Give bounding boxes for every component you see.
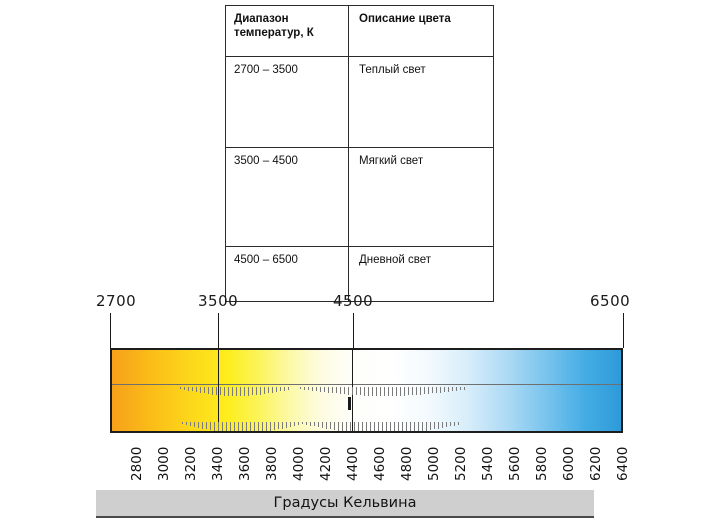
scale-bottom-label-6400: 6400: [614, 446, 631, 481]
bar-divider-3500: [218, 350, 219, 431]
scale-bottom-label-5800: 5800: [533, 446, 550, 481]
scale-bottom-label-5200: 5200: [452, 446, 469, 481]
scale-bottom-labels: 2800 3000 3200 3400 3600 3800 4000 4200 4400 4600…: [110, 437, 631, 487]
scale-bottom-label-4600: 4600: [371, 446, 388, 481]
scale-bottom-label-4000: 4000: [290, 446, 307, 481]
scale-top-label-3500: 3500: [198, 292, 239, 310]
scale-bottom-label-5400: 5400: [479, 446, 496, 481]
table-row: 4500 – 6500 Дневной свет: [225, 246, 494, 302]
kelvin-scale: 2700 3500 4500 6500 2800 3000 3200 3400 3600…: [0, 292, 724, 531]
table-header-row: Диапазон температур, К Описание цвета: [225, 5, 494, 57]
header-temperature-range: Диапазон температур, К: [225, 5, 349, 57]
scale-tick-6500: [623, 313, 624, 348]
scale-bottom-label-3400: 3400: [209, 446, 226, 481]
scale-top-label-2700: 2700: [96, 292, 137, 310]
scale-bottom-label-3800: 3800: [263, 446, 280, 481]
tick-comb-lower-right: [302, 422, 462, 431]
table-row: 2700 – 3500 Теплый свет: [225, 56, 494, 148]
bar-midline: [112, 384, 621, 386]
cell-description: Мягкий свет: [348, 147, 494, 247]
scale-bottom-label-4200: 4200: [317, 446, 334, 481]
cell-description: Дневной свет: [348, 246, 494, 302]
scale-bottom-label-4400: 4400: [344, 446, 361, 481]
table-row: 3500 – 4500 Мягкий свет: [225, 147, 494, 247]
bar-marker: [348, 396, 351, 410]
scale-footer-bar: Градусы Кельвина: [96, 490, 594, 518]
header-range-line1: Диапазон: [234, 13, 289, 25]
scale-bottom-label-5000: 5000: [425, 446, 442, 481]
cell-range: 3500 – 4500: [225, 147, 349, 247]
scale-tick-2700: [110, 313, 111, 348]
scale-tick-3500: [218, 313, 219, 348]
cell-description: Теплый свет: [348, 56, 494, 148]
tick-comb-lower: [182, 422, 302, 431]
scale-bottom-label-5600: 5600: [506, 446, 523, 481]
header-range-line2: температур, К: [234, 27, 314, 39]
scale-bottom-label-6000: 6000: [560, 446, 577, 481]
color-temperature-bar: [110, 348, 623, 433]
scale-bottom-label-4800: 4800: [398, 446, 415, 481]
scale-bottom-label-2800: 2800: [128, 446, 145, 481]
scale-bottom-label-3200: 3200: [182, 446, 199, 481]
scale-bottom-label-6200: 6200: [587, 446, 604, 481]
scale-tick-4500: [353, 313, 354, 348]
tick-comb-upper-right: [300, 387, 468, 396]
temperature-table: Диапазон температур, К Описание цвета 27…: [225, 5, 494, 302]
tick-comb-upper: [180, 387, 292, 396]
scale-top-label-4500: 4500: [333, 292, 374, 310]
scale-bottom-label-3000: 3000: [155, 446, 172, 481]
header-color-description: Описание цвета: [348, 5, 494, 57]
scale-top-label-6500: 6500: [590, 292, 631, 310]
scale-bottom-label-3600: 3600: [236, 446, 253, 481]
cell-range: 4500 – 6500: [225, 246, 349, 302]
scale-footer-label: Градусы Кельвина: [273, 495, 417, 511]
cell-range: 2700 – 3500: [225, 56, 349, 148]
